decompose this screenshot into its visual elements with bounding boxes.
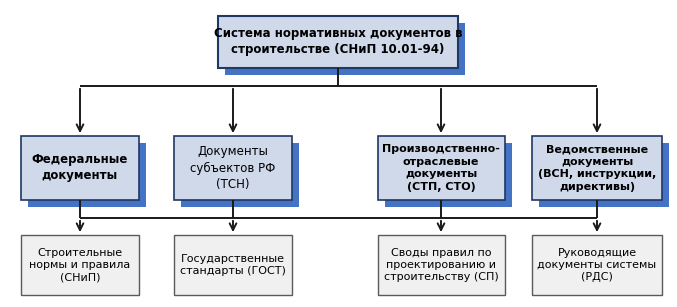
Bar — [21, 235, 139, 295]
Bar — [218, 16, 458, 68]
Text: Документы
субъектов РФ
(ТСН): Документы субъектов РФ (ТСН) — [190, 146, 276, 191]
Bar — [28, 143, 146, 207]
Text: Руководящие
документы системы
(РДС): Руководящие документы системы (РДС) — [538, 247, 657, 282]
Bar — [532, 235, 662, 295]
Bar — [539, 143, 669, 207]
Bar — [385, 143, 512, 207]
Text: Система нормативных документов в
строительстве (СНиП 10.01-94): Система нормативных документов в строите… — [214, 28, 462, 56]
Text: Производственно-
отраслевые
документы
(СТП, СТО): Производственно- отраслевые документы (С… — [382, 144, 500, 192]
Bar — [378, 235, 504, 295]
Bar — [21, 136, 139, 200]
Text: Строительные
нормы и правила
(СНиП): Строительные нормы и правила (СНиП) — [29, 248, 131, 282]
Text: Своды правил по
проектированию и
строительству (СП): Своды правил по проектированию и строите… — [384, 248, 498, 282]
Bar — [174, 235, 292, 295]
Text: Государственные
стандарты (ГОСТ): Государственные стандарты (ГОСТ) — [180, 254, 286, 276]
Bar — [181, 143, 299, 207]
Bar — [174, 136, 292, 200]
Bar — [378, 136, 504, 200]
Text: Ведомственные
документы
(ВСН, инструкции,
директивы): Ведомственные документы (ВСН, инструкции… — [538, 144, 656, 192]
Text: Федеральные
документы: Федеральные документы — [32, 154, 128, 182]
Bar — [532, 136, 662, 200]
Bar — [225, 23, 465, 75]
